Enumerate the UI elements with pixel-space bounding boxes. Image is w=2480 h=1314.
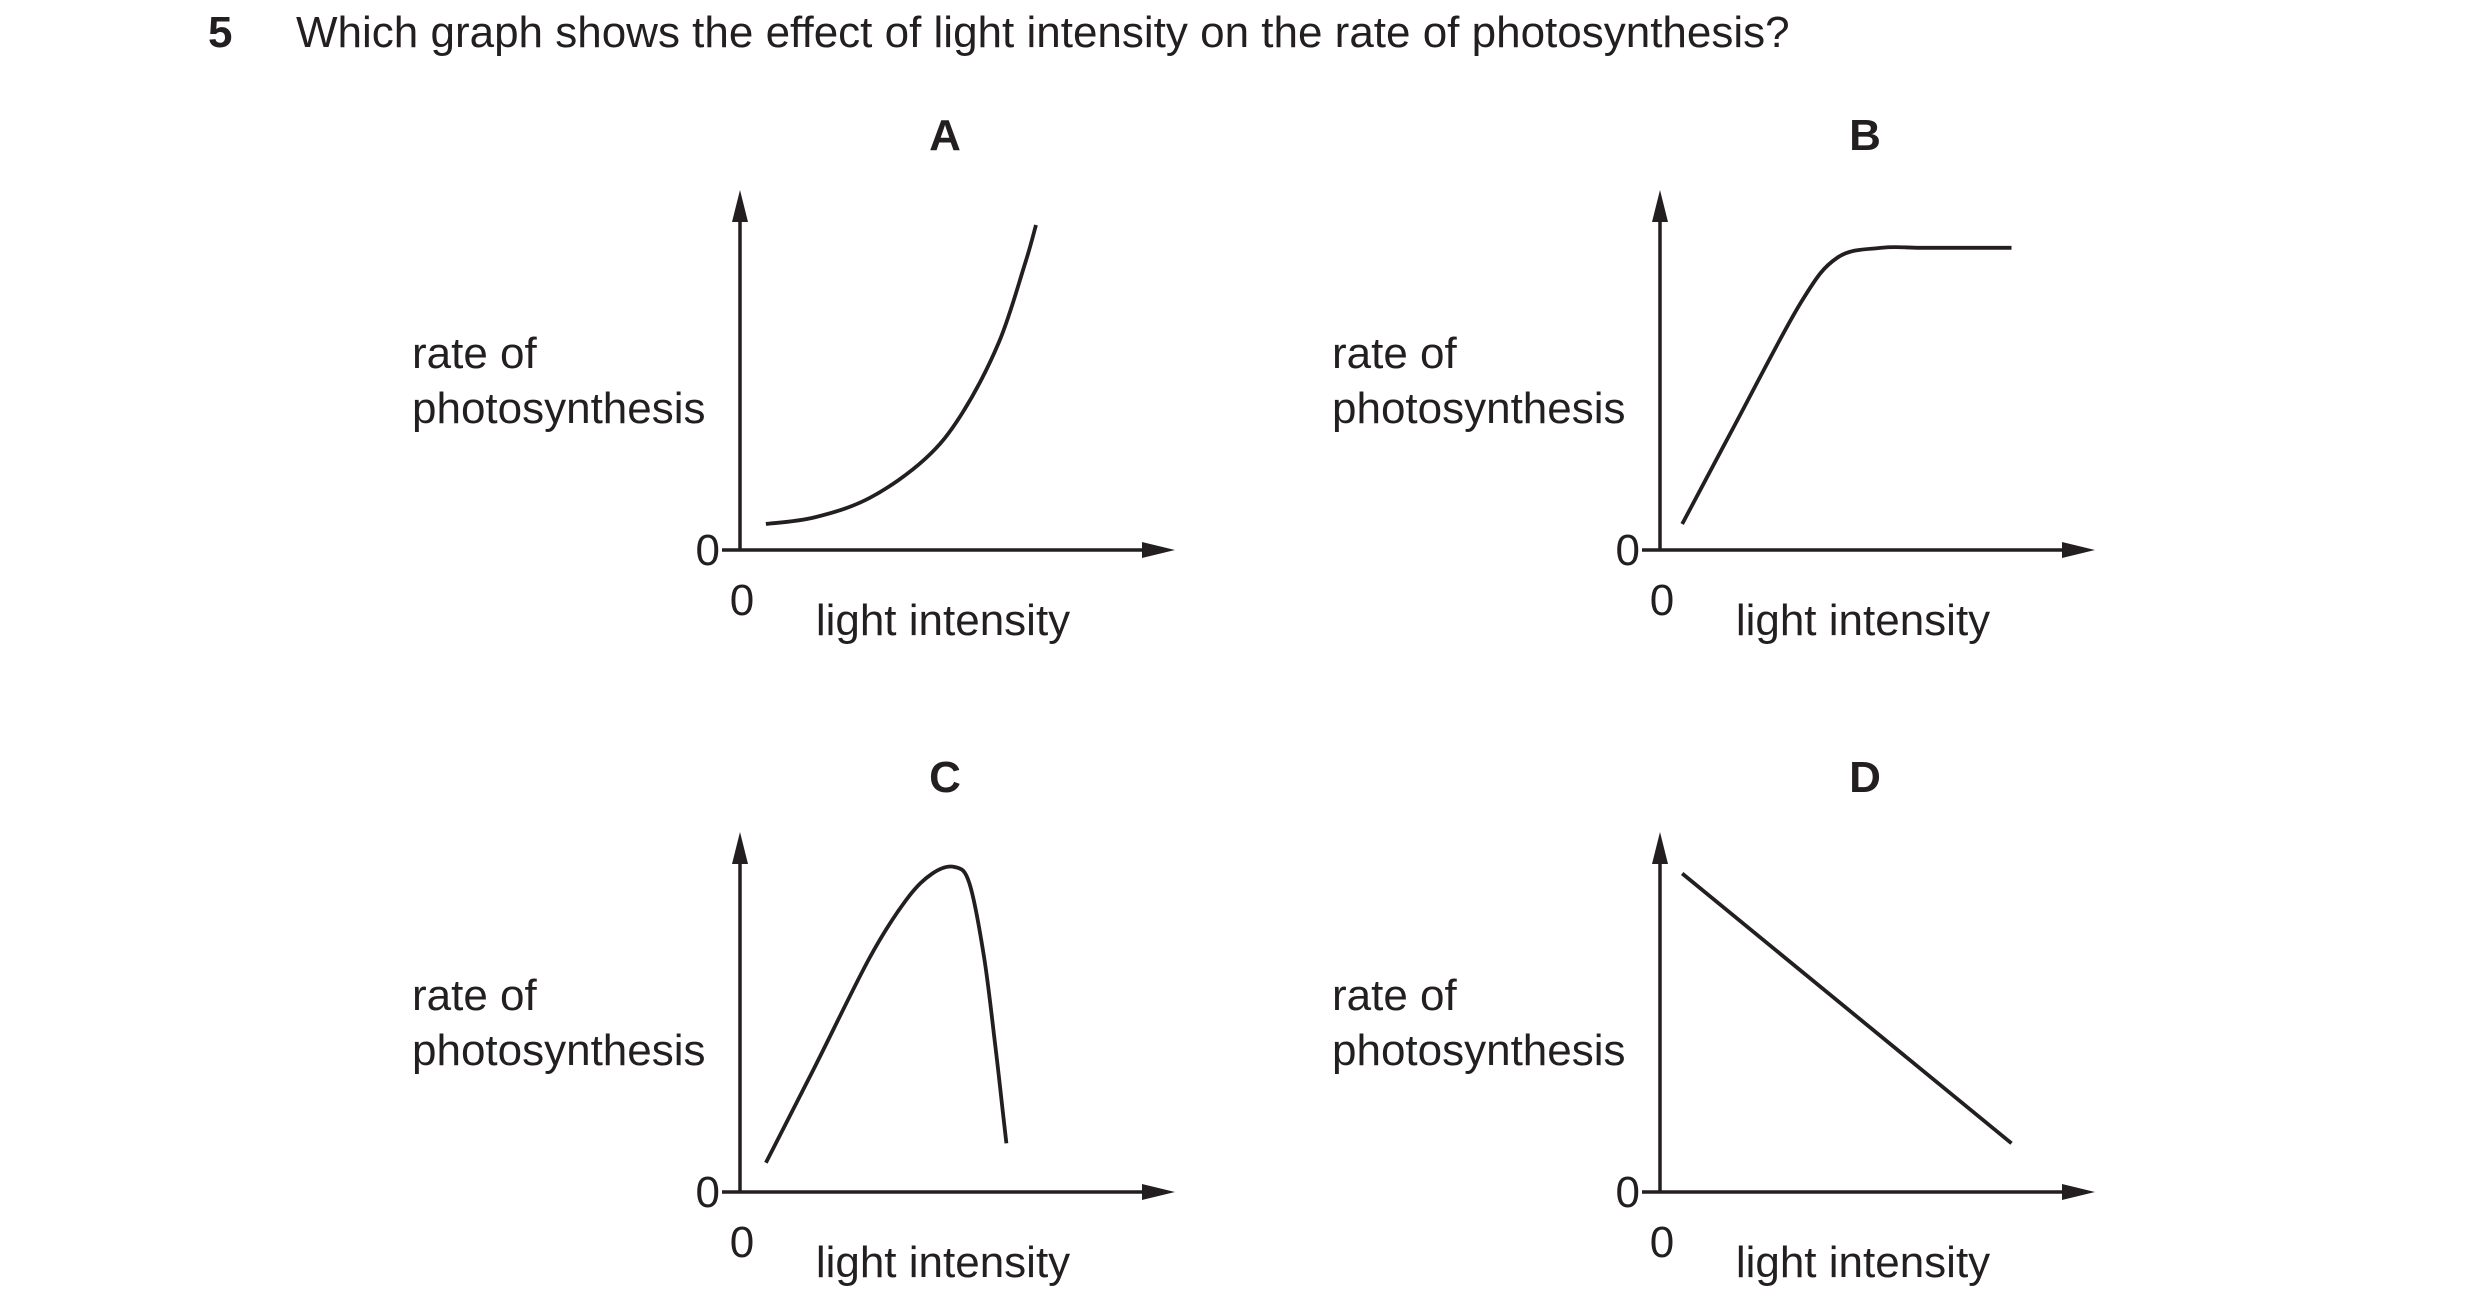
x-axis-label: light intensity [816,1238,1070,1287]
y-origin-label: 0 [1616,526,1640,575]
y-axis-label-line-2: photosynthesis [412,384,706,433]
question-text: Which graph shows the effect of light in… [296,8,1790,57]
y-axis-label-line-2: photosynthesis [1332,1026,1626,1075]
data-curve [764,864,1009,1164]
x-origin-label: 0 [730,576,754,625]
graph-d: D rate of photosynthesis 0 0 light inten… [1320,742,2280,1302]
y-axis-label-line-2: photosynthesis [412,1026,706,1075]
x-axis-label: light intensity [1736,1238,1990,1287]
graph-b-svg: B rate of photosynthesis 0 0 light inten… [1332,111,2095,645]
x-origin-label: 0 [1650,1218,1674,1267]
y-axis-label-line-1: rate of [412,329,538,378]
y-axis-label-line-1: rate of [1332,329,1458,378]
x-axis-label: light intensity [816,596,1070,645]
x-axis-label: light intensity [1736,596,1990,645]
graph-b: B rate of photosynthesis 0 0 light inten… [1320,100,2280,660]
option-label: A [929,111,961,160]
y-origin-label: 0 [696,526,720,575]
x-axis-arrow [2062,542,2095,558]
y-axis-label-line-1: rate of [412,971,538,1020]
y-axis-label-line-2: photosynthesis [1332,384,1626,433]
x-origin-label: 0 [1650,576,1674,625]
option-label: B [1849,111,1881,160]
y-axis-arrow [1652,832,1668,864]
x-axis-arrow [1142,1184,1175,1200]
graph-a-svg: A rate of photosynthesis 0 0 light inten… [412,111,1175,645]
graph-d-svg: D rate of photosynthesis 0 0 light inten… [1332,753,2095,1287]
x-axis-arrow [2062,1184,2095,1200]
option-label: C [929,753,961,802]
data-curve [765,224,1038,526]
y-axis-arrow [1652,190,1668,222]
question-number: 5 [208,8,233,57]
y-origin-label: 0 [696,1168,720,1217]
data-curve [1680,872,2013,1145]
graph-c-svg: C rate of photosynthesis 0 0 light inten… [412,753,1175,1287]
graph-c: C rate of photosynthesis 0 0 light inten… [400,742,1360,1302]
y-axis-arrow [732,190,748,222]
y-origin-label: 0 [1616,1168,1640,1217]
x-origin-label: 0 [730,1218,754,1267]
option-label: D [1849,753,1881,802]
data-curve [1680,245,2012,525]
graph-a: A rate of photosynthesis 0 0 light inten… [400,100,1360,660]
y-axis-arrow [732,832,748,864]
x-axis-arrow [1142,542,1175,558]
y-axis-label-line-1: rate of [1332,971,1458,1020]
